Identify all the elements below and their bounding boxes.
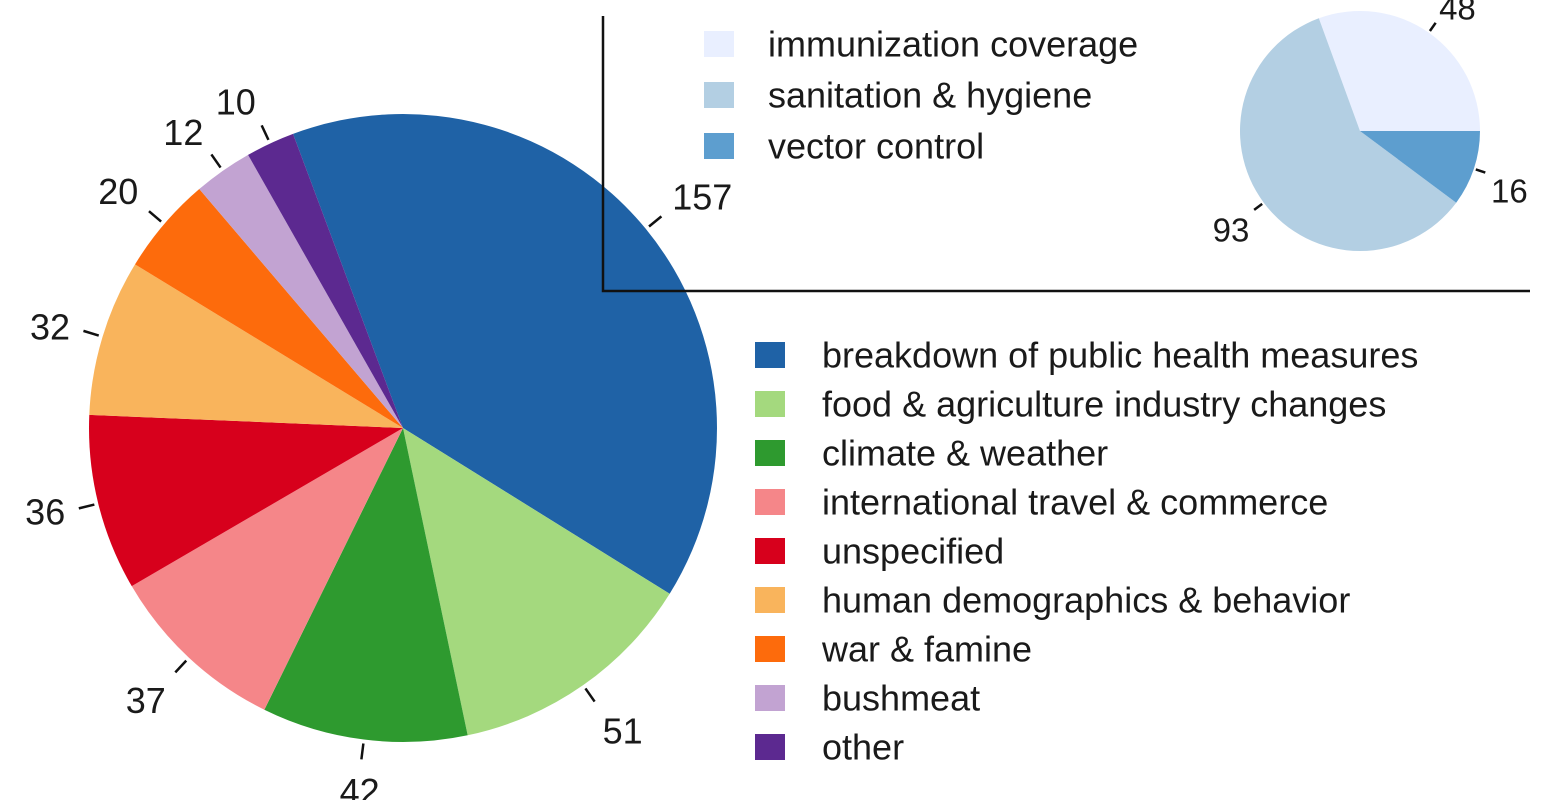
pie-slice-war-and-famine: [135, 189, 403, 428]
legend-swatch-human-demographics-and-behavior: [755, 587, 785, 613]
value-label-other: 10: [216, 81, 256, 122]
value-label-vector-control: 16: [1491, 172, 1528, 209]
legend-label-bushmeat: bushmeat: [822, 678, 980, 719]
label-tick-sanitation-and-hygiene: [1253, 202, 1263, 211]
legend-label-vector-control: vector control: [768, 126, 984, 167]
label-tick-international-travel-and-commerce: [174, 659, 188, 674]
legend-swatch-vector-control: [704, 133, 734, 159]
label-tick-unspecified: [78, 503, 95, 510]
label-tick-other: [260, 124, 270, 141]
inset-frame: [601, 16, 1530, 293]
pie-slice-international-travel-and-commerce: [131, 428, 404, 710]
value-label-human-demographics-and-behavior: 32: [30, 306, 70, 347]
legend-label-war-and-famine: war & famine: [821, 629, 1032, 670]
main-legend: breakdown of public health measures food …: [755, 335, 1418, 768]
legend-swatch-war-and-famine: [755, 636, 785, 662]
legend-swatch-breakdown-of-public-health-measures: [755, 342, 785, 368]
main-pie-chart: 157 51 42 37 36 32 20 12 10: [25, 81, 732, 800]
legend-label-international-travel-and-commerce: international travel & commerce: [822, 482, 1328, 523]
legend-label-food-and-agriculture-industry-changes: food & agriculture industry changes: [822, 384, 1386, 425]
legend-swatch-climate-and-weather: [755, 440, 785, 466]
legend-swatch-international-travel-and-commerce: [755, 489, 785, 515]
pie-slice-sanitation-and-hygiene: [1240, 18, 1457, 252]
legend-swatch-food-and-agriculture-industry-changes: [755, 391, 785, 417]
pie-slice-unspecified: [89, 414, 404, 587]
pie-slice-vector-control: [1360, 131, 1480, 203]
label-tick-human-demographics-and-behavior: [83, 329, 100, 337]
pie-slice-human-demographics-and-behavior: [89, 264, 403, 428]
label-tick-food-and-agriculture-industry-changes: [584, 687, 596, 703]
pie-slice-immunization-coverage: [1318, 11, 1480, 131]
value-label-war-and-famine: 20: [98, 171, 138, 212]
value-label-breakdown-of-public-health-measures: 157: [672, 176, 732, 217]
label-tick-climate-and-weather: [360, 743, 365, 760]
value-label-bushmeat: 12: [163, 112, 203, 153]
legend-label-unspecified: unspecified: [822, 531, 1004, 572]
legend-swatch-bushmeat: [755, 685, 785, 711]
pie-slice-climate-and-weather: [264, 428, 468, 742]
inset-pie-chart: 48 93 16: [1213, 0, 1528, 252]
pie-slice-other: [248, 133, 403, 428]
value-label-unspecified: 36: [25, 491, 65, 532]
value-label-food-and-agriculture-industry-changes: 51: [603, 711, 643, 752]
legend-label-other: other: [822, 727, 904, 768]
pie-slice-food-and-agriculture-industry-changes: [403, 428, 670, 736]
legend-swatch-sanitation-and-hygiene: [704, 82, 734, 108]
legend-swatch-other: [755, 734, 785, 760]
value-label-immunization-coverage: 48: [1439, 0, 1476, 27]
pie-slice-bushmeat: [199, 154, 403, 429]
legend-swatch-immunization-coverage: [704, 31, 734, 57]
label-tick-immunization-coverage: [1428, 22, 1437, 32]
legend-label-sanitation-and-hygiene: sanitation & hygiene: [768, 75, 1092, 116]
inset-legend: immunization coverage sanitation & hygien…: [704, 24, 1138, 167]
label-tick-vector-control: [1475, 168, 1486, 174]
legend-label-human-demographics-and-behavior: human demographics & behavior: [822, 580, 1350, 621]
label-tick-war-and-famine: [148, 210, 162, 223]
pie-slice-breakdown-of-public-health-measures: [293, 114, 717, 594]
value-label-sanitation-and-hygiene: 93: [1213, 211, 1250, 248]
legend-label-climate-and-weather: climate & weather: [822, 433, 1108, 474]
label-tick-breakdown-of-public-health-measures: [648, 215, 663, 228]
value-label-international-travel-and-commerce: 37: [126, 680, 166, 721]
legend-swatch-unspecified: [755, 538, 785, 564]
label-tick-bushmeat: [210, 153, 222, 169]
legend-label-breakdown-of-public-health-measures: breakdown of public health measures: [822, 335, 1418, 376]
value-label-climate-and-weather: 42: [340, 771, 380, 800]
legend-label-immunization-coverage: immunization coverage: [768, 24, 1138, 65]
